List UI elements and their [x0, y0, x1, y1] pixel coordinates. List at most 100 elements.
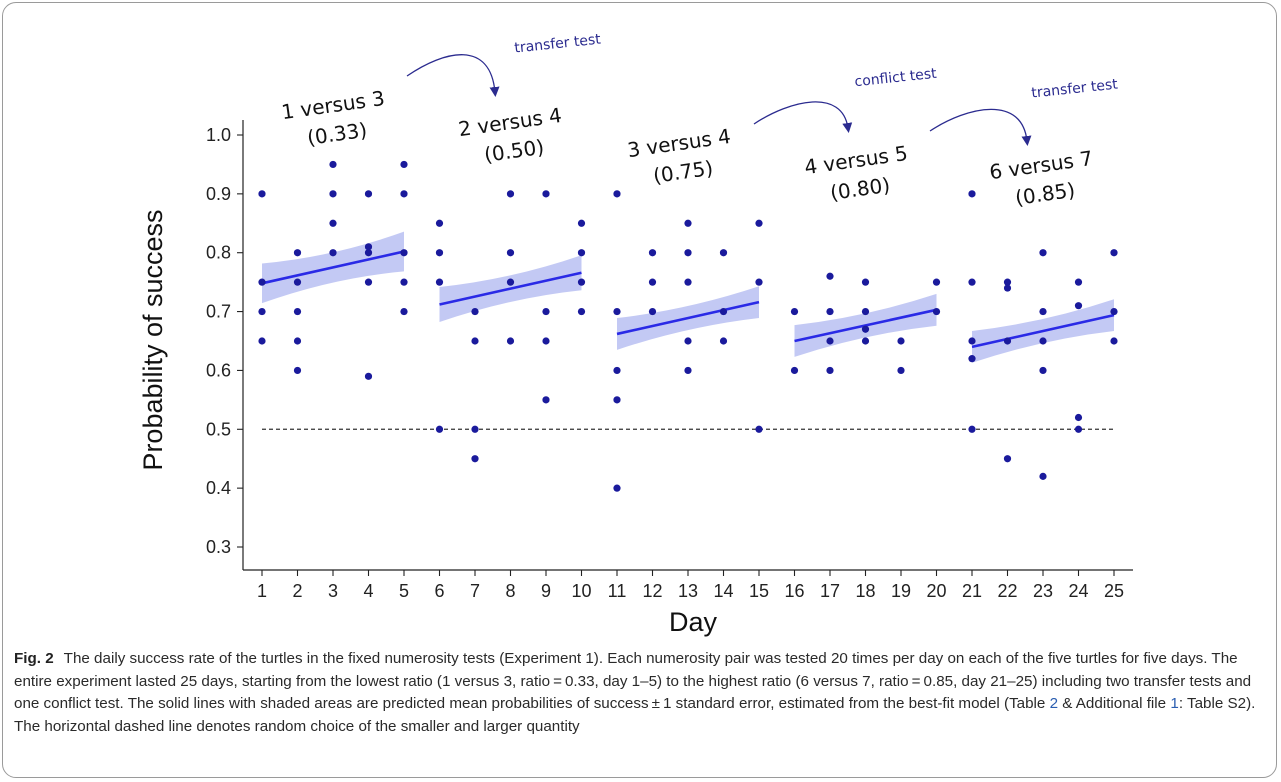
pair-ratio: (0.50)	[483, 135, 546, 167]
additional-file-link[interactable]: 1	[1170, 695, 1179, 712]
data-point	[258, 278, 266, 286]
test-label: transfer test	[514, 31, 602, 56]
data-point	[471, 307, 479, 316]
success-rate-chart: 1 2 3 4 5 6 7 8 9 10 11 12 13 14 15 16 17 18 19 20 21 22 23 24 2…	[138, 31, 1133, 637]
x-tick-label: 3	[328, 581, 338, 601]
data-point	[577, 249, 586, 257]
x-tick-label: 14	[713, 581, 733, 601]
data-point	[861, 307, 870, 316]
x-tick-label: 2	[292, 581, 302, 601]
y-tick-label: 0.7	[206, 302, 231, 322]
figure-label: Fig. 2	[14, 650, 54, 667]
x-tick-label: 4	[363, 581, 373, 601]
data-point	[364, 243, 373, 251]
data-point	[1110, 307, 1118, 316]
data-point	[542, 190, 550, 198]
y-tick-label: 0.5	[206, 419, 231, 439]
data-point	[258, 307, 266, 316]
data-point	[932, 307, 941, 316]
data-point	[400, 307, 408, 316]
data-point	[861, 325, 870, 333]
pair-annotation-5: 6 versus 7 (0.85)	[988, 146, 1094, 210]
data-point	[435, 278, 444, 286]
x-axis-title: Day	[669, 607, 718, 637]
data-point	[755, 425, 763, 433]
data-point	[1110, 337, 1118, 345]
pair-annotation-3: 3 versus 4 (0.75)	[626, 124, 732, 188]
x-tick-label: 22	[997, 581, 1017, 601]
data-point	[542, 396, 550, 404]
data-point	[1003, 278, 1012, 286]
data-point	[1003, 455, 1012, 463]
data-point	[897, 337, 905, 345]
x-tick-label: 25	[1104, 581, 1124, 601]
fit-line	[794, 308, 937, 343]
arrow-icon	[929, 108, 1032, 146]
data-point	[506, 337, 515, 345]
data-point	[648, 278, 657, 286]
data-point	[861, 337, 870, 345]
pair-annotation-1: 1 versus 3 (0.33)	[280, 86, 386, 150]
data-point	[577, 278, 586, 286]
x-tick-label: 9	[541, 581, 551, 601]
pair-name: 2 versus 4	[457, 103, 563, 141]
data-point	[364, 190, 373, 198]
data-point	[400, 190, 408, 198]
data-point	[1003, 337, 1012, 345]
test-annotation-1: transfer test	[406, 31, 602, 97]
data-point	[471, 455, 479, 463]
fit-line	[261, 250, 405, 285]
x-tick-label: 10	[571, 581, 591, 601]
data-point	[968, 337, 976, 345]
data-point	[1003, 284, 1012, 292]
data-point	[577, 219, 586, 227]
data-point	[542, 307, 550, 316]
data-point	[400, 160, 408, 169]
data-point	[293, 249, 302, 257]
data-point	[719, 249, 728, 257]
data-point	[684, 249, 692, 257]
x-tick-labels: 1 2 3 4 5 6 7 8 9 10 11 12 13 14 15 16 17 18 19 20 21 22 23 24 2…	[257, 581, 1124, 601]
table-link[interactable]: 2	[1049, 695, 1059, 712]
data-point	[968, 425, 976, 433]
data-point	[1074, 278, 1083, 286]
x-tick-label: 13	[678, 581, 698, 601]
data-point	[719, 307, 728, 316]
data-point	[400, 249, 408, 257]
pair-name: 3 versus 4	[626, 124, 732, 162]
data-point	[1074, 425, 1083, 433]
x-tick-label: 1	[257, 581, 267, 601]
data-point	[613, 484, 621, 492]
figure-caption: Fig. 2 The daily success rate of the turt…	[14, 648, 1269, 738]
arrow-icon	[753, 101, 853, 133]
data-point	[861, 278, 870, 286]
data-point	[364, 249, 373, 257]
data-point	[258, 337, 266, 345]
x-tick-label: 6	[434, 581, 444, 601]
data-point	[435, 219, 444, 227]
x-tick-label: 20	[926, 581, 946, 601]
data-point	[684, 219, 692, 227]
data-point	[435, 249, 444, 257]
data-point	[932, 278, 941, 286]
x-tick-label: 21	[962, 581, 982, 601]
data-point	[329, 249, 337, 257]
data-point	[826, 307, 834, 316]
caption-text-1: The daily success rate of the turtles in…	[14, 650, 1252, 712]
data-point	[577, 307, 586, 316]
data-point	[897, 366, 905, 375]
caption-text-2: & Additional file	[1058, 695, 1171, 712]
x-tick-label: 15	[749, 581, 769, 601]
caption-text-3: : Table S2). The horizontal dashed line …	[14, 695, 1256, 735]
x-tick-label: 8	[505, 581, 515, 601]
test-label: transfer test	[1031, 76, 1119, 101]
data-point	[329, 160, 337, 169]
data-point	[1039, 366, 1047, 375]
x-tick-label: 23	[1033, 581, 1053, 601]
x-tick-label: 5	[399, 581, 409, 601]
data-point	[435, 425, 444, 433]
pair-ratio: (0.75)	[652, 156, 715, 188]
x-tick-label: 24	[1068, 581, 1088, 601]
data-point	[1110, 249, 1118, 257]
data-point	[648, 307, 657, 316]
